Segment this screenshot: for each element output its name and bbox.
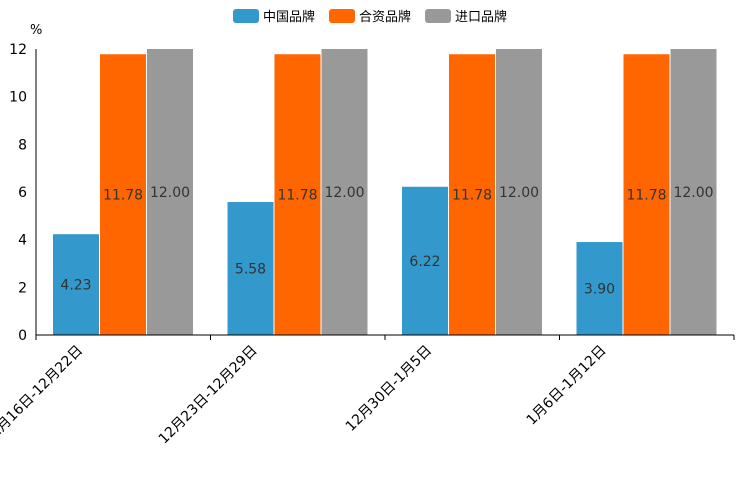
legend-swatch-1: [233, 9, 259, 23]
legend-label-3: 进口品牌: [455, 9, 507, 25]
y-tick-label: 8: [18, 137, 27, 153]
data-label-3-1: 12.00: [150, 185, 190, 201]
data-label-3-2: 12.00: [324, 185, 364, 201]
data-label-1-4: 3.90: [584, 282, 615, 298]
data-label-2-3: 11.78: [452, 188, 492, 204]
bars: [53, 49, 717, 335]
x-tick-label: 12月30日-1月5日: [343, 343, 435, 435]
y-tick-label: 12: [9, 42, 27, 58]
x-tick-label: 1月6日-1月12日: [524, 343, 610, 429]
data-label-1-3: 6.22: [409, 254, 440, 270]
legend-swatch-2: [329, 9, 355, 23]
data-label-2-4: 11.78: [626, 188, 666, 204]
data-label-3-4: 12.00: [673, 185, 713, 201]
bar-1-4: [576, 242, 623, 335]
bar-3-1: [147, 49, 193, 335]
x-axis: 12月16日-12月22日 12月23日-12月29日 12月30日-1月5日 1月6…: [0, 334, 735, 448]
y-tick-label: 2: [18, 280, 27, 296]
data-labels: 4.23 11.78 12.00 5.58 11.78 12.00 6.22 11.78 12.…: [60, 185, 713, 298]
y-axis: 0 2 4 6 8 10 12: [9, 42, 37, 344]
bar-2-3: [449, 54, 495, 335]
data-label-2-1: 11.78: [103, 188, 143, 204]
y-tick-label: 6: [18, 185, 27, 201]
y-axis-unit-label: %: [30, 23, 42, 38]
y-tick-label: 0: [18, 328, 27, 344]
bar-1-3: [402, 186, 448, 335]
data-label-2-2: 11.78: [277, 188, 317, 204]
bar-3-2: [321, 49, 368, 335]
bar-2-4: [623, 54, 670, 335]
y-tick-label: 4: [18, 233, 27, 249]
bar-3-4: [670, 49, 717, 335]
bar-1-2: [227, 202, 274, 335]
bar-1-1: [53, 234, 99, 335]
bar-2-1: [100, 54, 146, 335]
legend: 中国品牌 合资品牌 进口品牌: [233, 9, 507, 25]
data-label-3-3: 12.00: [499, 185, 539, 201]
data-label-1-1: 4.23: [60, 278, 91, 294]
x-tick-label: 12月23日-12月29日: [156, 343, 261, 448]
legend-label-1: 中国品牌: [263, 9, 315, 25]
bar-2-2: [274, 54, 321, 335]
x-tick-label: 12月16日-12月22日: [0, 343, 86, 448]
y-tick-label: 10: [9, 90, 27, 106]
bar-3-3: [496, 49, 542, 335]
legend-swatch-3: [425, 9, 451, 23]
data-label-1-2: 5.58: [235, 262, 266, 278]
legend-label-2: 合资品牌: [359, 9, 411, 25]
